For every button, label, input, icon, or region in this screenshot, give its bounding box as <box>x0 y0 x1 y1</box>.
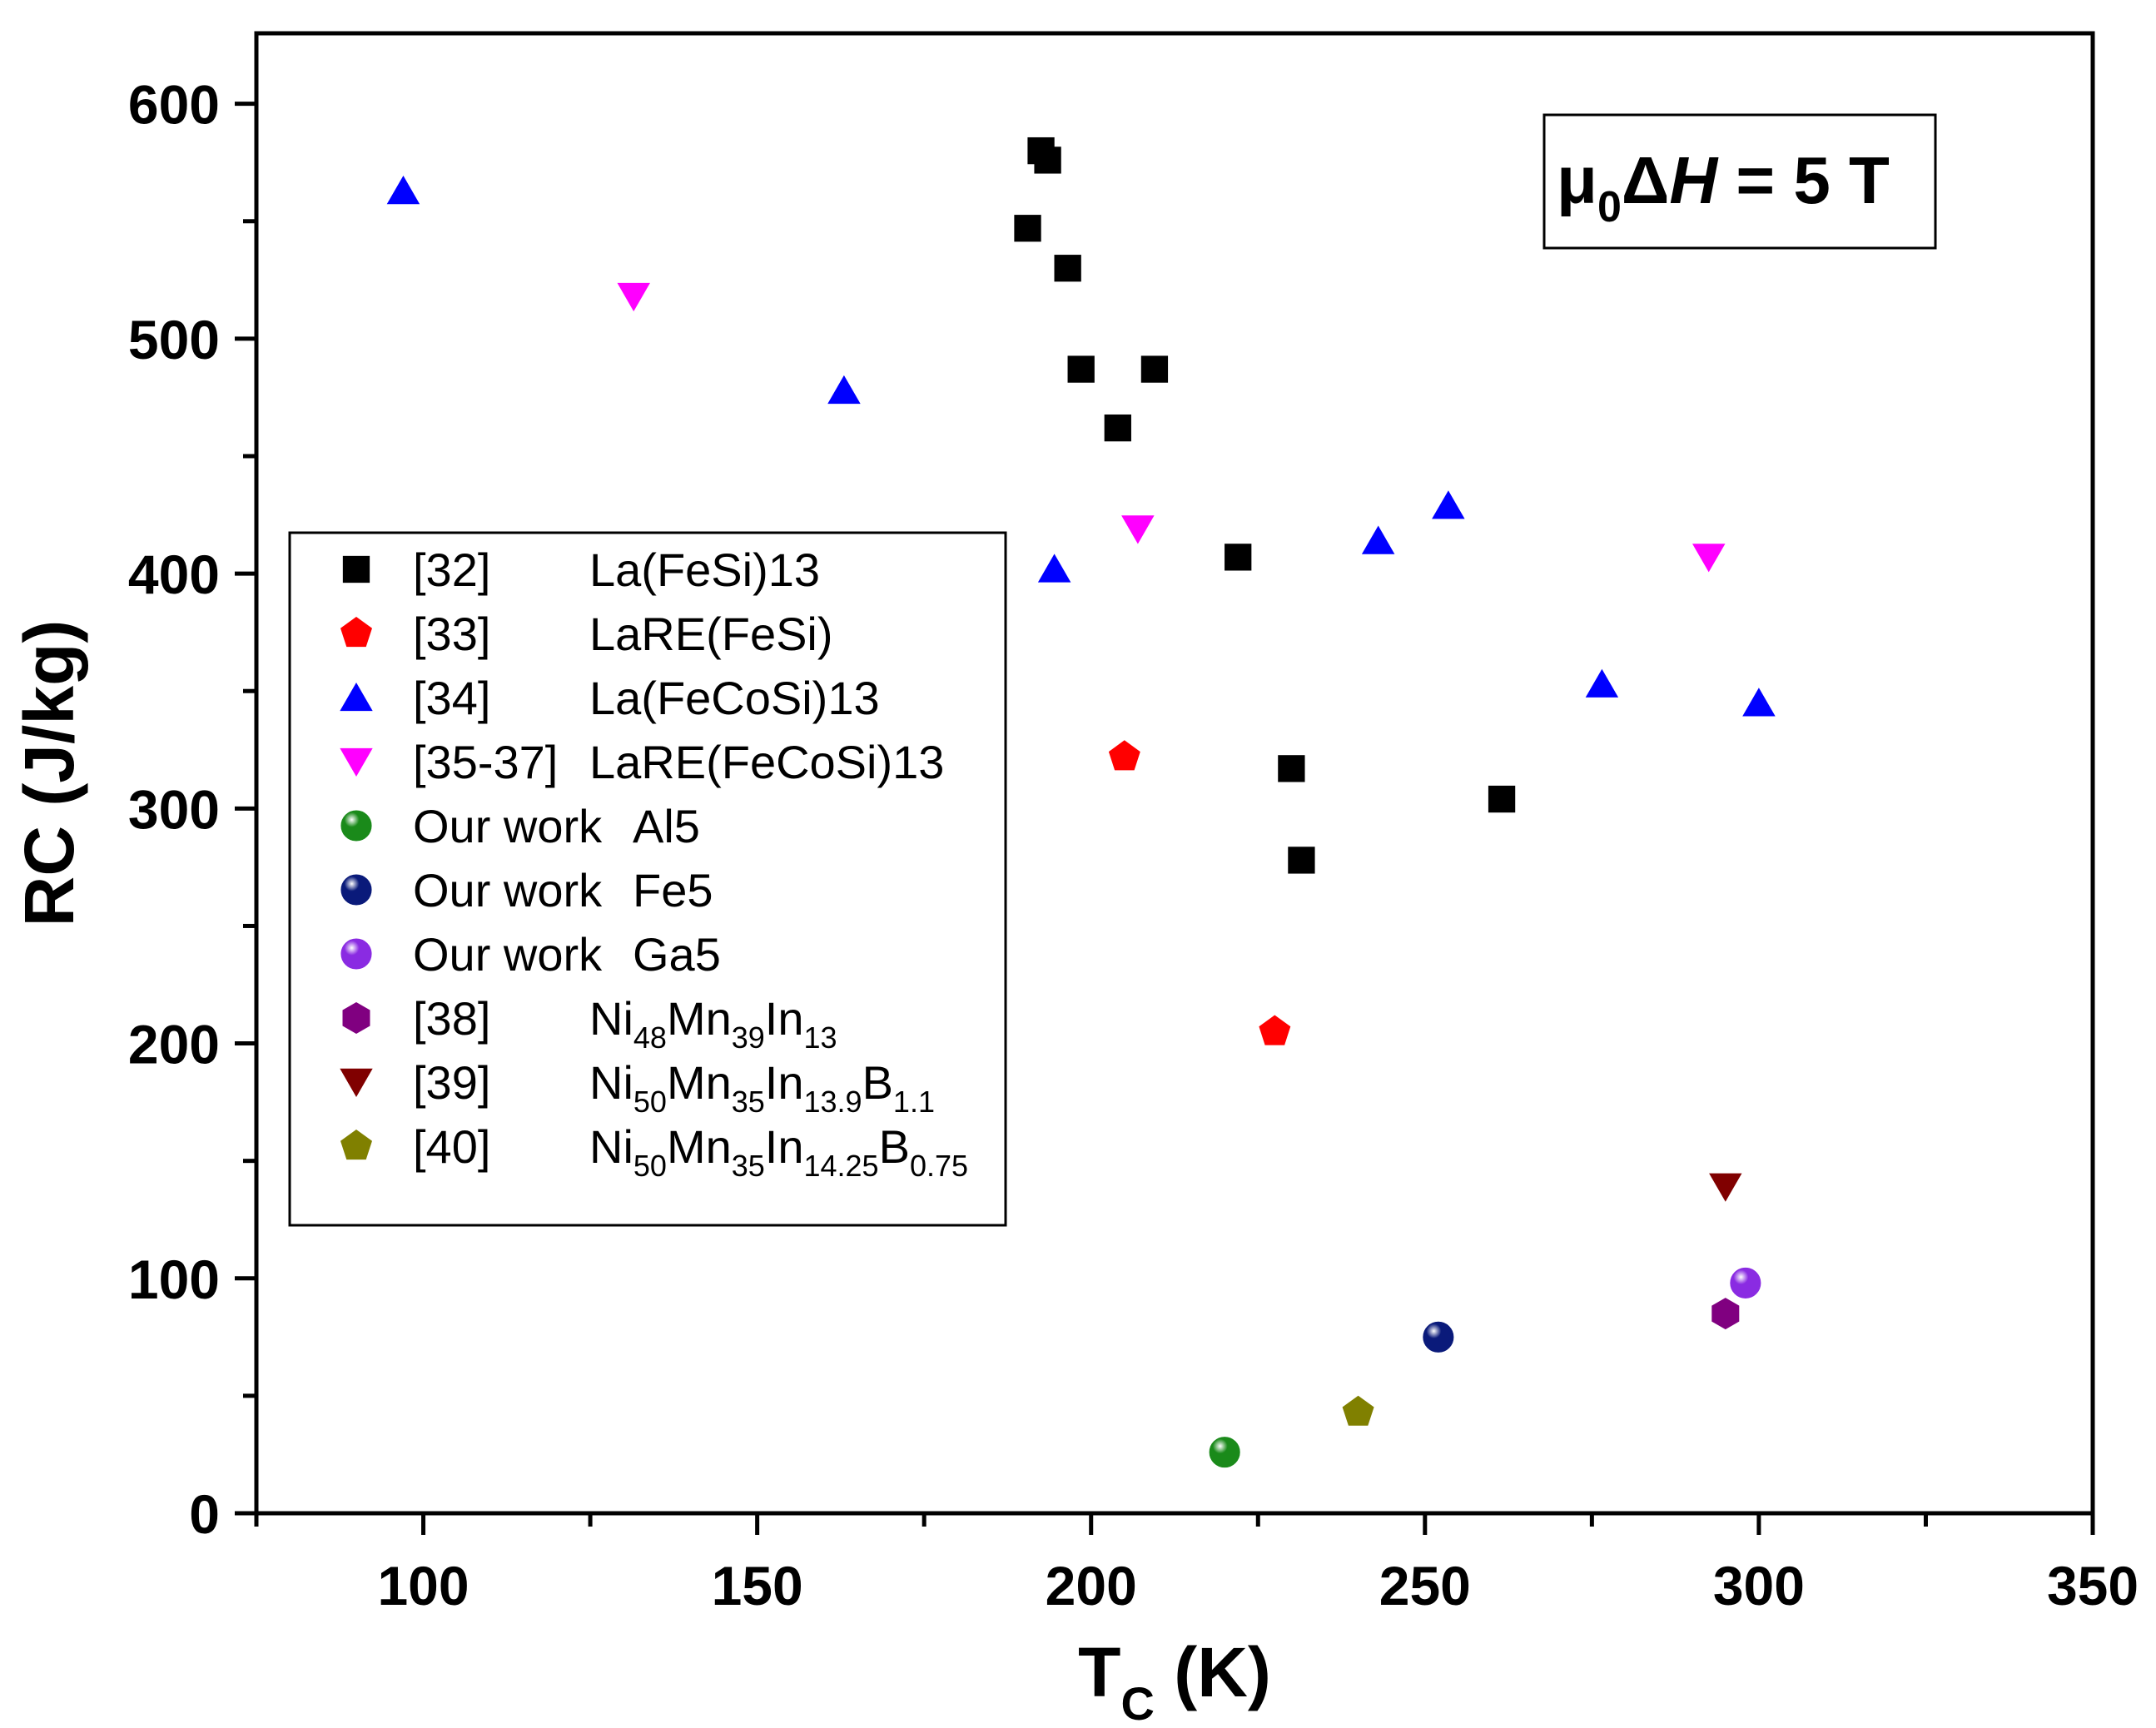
y-tick-label: 100 <box>128 1249 220 1310</box>
data-point <box>1742 688 1776 717</box>
y-tick-label: 400 <box>128 544 220 605</box>
legend-ref: Our work <box>413 864 603 916</box>
y-tick-label: 500 <box>128 309 220 370</box>
data-point <box>1067 355 1095 383</box>
y-tick-label: 300 <box>128 778 220 840</box>
legend-marker <box>340 747 373 777</box>
x-tick-label: 350 <box>2047 1555 2139 1616</box>
data-point <box>1140 355 1169 383</box>
legend-ref: [34] <box>413 672 490 724</box>
data-point <box>617 282 650 312</box>
legend-ref: Our work <box>413 800 603 852</box>
data-point <box>1361 525 1395 554</box>
legend-item: Our work Al5 <box>340 800 700 852</box>
x-tick-label: 100 <box>377 1555 469 1616</box>
legend-label: LaRE(FeSi) <box>589 608 833 660</box>
data-point <box>1108 740 1140 771</box>
series-3 <box>617 282 1726 573</box>
x-tick-label: 300 <box>1713 1555 1805 1616</box>
data-point <box>1730 1267 1761 1298</box>
x-tick-label: 150 <box>712 1555 803 1616</box>
legend-item: Our work Ga5 <box>340 928 721 981</box>
legend-box <box>288 531 1007 1227</box>
legend-ref: [39] <box>413 1056 490 1109</box>
legend-marker <box>340 683 373 712</box>
data-point <box>1711 1298 1740 1330</box>
legend-item: [39] Ni50Mn35In13.9B1.1 <box>340 1056 935 1119</box>
data-point <box>1034 146 1061 174</box>
series-5 <box>1423 1321 1454 1353</box>
legend-label: Fe5 <box>633 864 713 916</box>
data-point <box>1423 1321 1454 1353</box>
data-point <box>1692 544 1726 573</box>
legend-ref: [32] <box>413 544 490 596</box>
legend-label: Ni50Mn35In13.9B1.1 <box>589 1056 935 1119</box>
data-point <box>1342 1395 1374 1426</box>
legend-marker <box>342 1002 370 1034</box>
data-point <box>1225 544 1252 571</box>
field-annotation-box <box>1542 113 1937 250</box>
data-point <box>1585 668 1619 698</box>
data-point <box>1037 554 1071 583</box>
data-point <box>1488 785 1516 813</box>
legend-marker <box>340 617 372 648</box>
legend-item: [35-37] LaRE(FeCoSi)13 <box>340 736 944 788</box>
series-6 <box>1730 1267 1761 1298</box>
data-point <box>1014 215 1041 242</box>
legend-item: Our work Fe5 <box>340 864 713 916</box>
legend-label: Al5 <box>633 800 700 852</box>
data-point <box>1104 414 1131 442</box>
field-annotation: μ0ΔH = 5 T <box>1557 143 1890 231</box>
legend-ref: [38] <box>413 992 490 1045</box>
legend-marker <box>340 938 372 970</box>
series-9 <box>1342 1395 1374 1426</box>
series-7 <box>1711 1298 1740 1330</box>
legend-marker <box>340 1068 373 1097</box>
legend-label: Ga5 <box>633 928 721 981</box>
legend-ref: [33] <box>413 608 490 660</box>
x-tick-label: 200 <box>1046 1555 1137 1616</box>
data-point <box>1054 255 1081 282</box>
series-2 <box>386 176 1776 717</box>
data-point <box>1709 1173 1742 1202</box>
legend-marker <box>342 555 370 583</box>
legend-ref: [35-37] <box>413 736 558 788</box>
legend-marker <box>340 1130 372 1160</box>
legend-marker <box>340 874 372 906</box>
y-tick-label: 200 <box>128 1014 220 1075</box>
x-axis-title: TC (K) <box>1078 1633 1271 1728</box>
legend-label: La(FeCoSi)13 <box>589 672 880 724</box>
legend-label: La(FeSi)13 <box>589 544 820 596</box>
y-axis-title: RC (J/kg) <box>10 620 88 927</box>
series-8 <box>1709 1173 1742 1202</box>
data-point <box>1278 755 1305 782</box>
legend-item: [38] Ni48Mn39In13 <box>342 992 837 1055</box>
y-tick-label: 0 <box>189 1483 220 1545</box>
data-point <box>1209 1437 1240 1468</box>
series-0 <box>1014 137 1516 874</box>
data-point <box>386 176 420 205</box>
legend-ref: [40] <box>413 1120 490 1173</box>
legend-item: [32] La(FeSi)13 <box>342 544 820 596</box>
x-tick-label: 250 <box>1379 1555 1471 1616</box>
data-point <box>1288 847 1315 874</box>
legend-label: LaRE(FeCoSi)13 <box>589 736 944 788</box>
plot-frame <box>254 31 2095 1516</box>
data-point <box>1121 515 1155 544</box>
series-1 <box>1108 740 1291 1045</box>
data-point <box>1432 490 1465 519</box>
legend-label: Ni48Mn39In13 <box>589 992 837 1055</box>
y-tick-label: 600 <box>128 74 220 136</box>
legend-label: Ni50Mn35In14.25B0.75 <box>589 1120 968 1183</box>
series-4 <box>1209 1437 1240 1468</box>
data-point <box>1259 1015 1291 1045</box>
legend-ref: Our work <box>413 928 603 981</box>
legend-item: [33] LaRE(FeSi) <box>340 608 833 660</box>
legend-item: [34] La(FeCoSi)13 <box>340 672 880 724</box>
legend-item: [40] Ni50Mn35In14.25B0.75 <box>340 1120 968 1183</box>
data-point <box>827 375 861 405</box>
legend-marker <box>340 810 372 842</box>
